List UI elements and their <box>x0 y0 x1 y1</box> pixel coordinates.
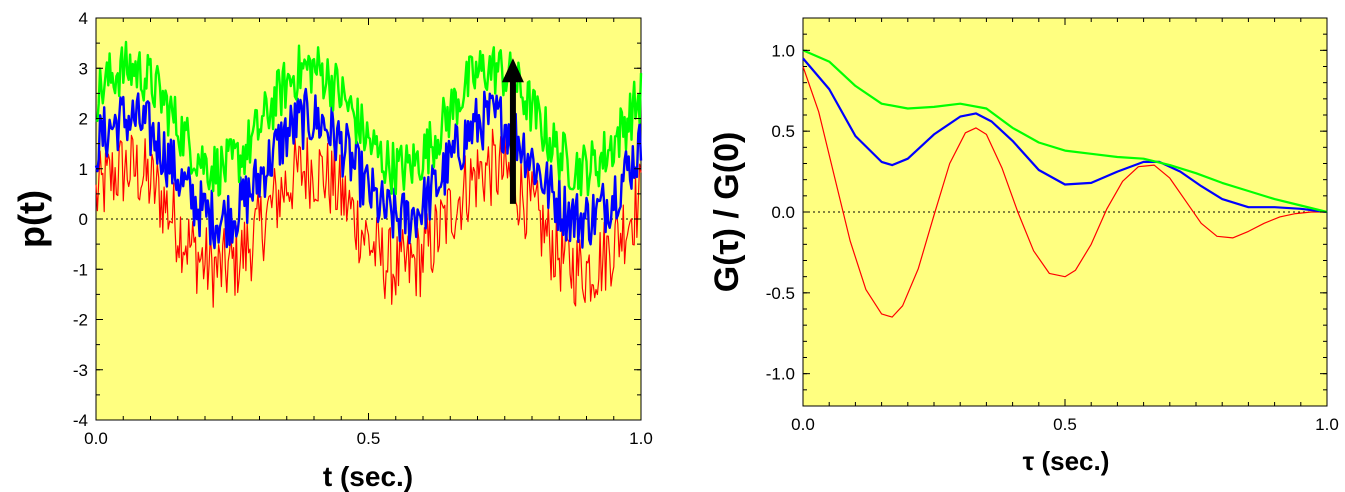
left-x-axis-title: t (sec.) <box>323 461 413 492</box>
left-y-axis-title: p(t) <box>11 190 52 248</box>
left-y-tick-label: -1 <box>73 260 88 279</box>
left-series-line <box>95 40 643 197</box>
right-y-tick-label: -0.5 <box>766 284 795 303</box>
right-series-line <box>802 57 1328 214</box>
left-y-tick-label: -4 <box>73 411 88 430</box>
left-series-line <box>95 128 642 308</box>
left-series-group <box>94 40 643 308</box>
left-y-tick-label: -2 <box>73 311 88 330</box>
left-y-tick-label: -3 <box>73 361 88 380</box>
right-x-tick-label: 0.0 <box>791 415 815 434</box>
right-x-axis-title: τ (sec.) <box>1023 446 1110 476</box>
right-series-line <box>802 49 1328 214</box>
left-x-tick-label: 0.0 <box>84 429 108 448</box>
arrow-head <box>501 58 524 83</box>
left-ticks-group: 0.0 0.5 1.0 4 3 2 1 0 -1 -2 -3 -4 <box>73 9 653 448</box>
right-y-axis-title: G(τ) / G(0) <box>708 132 746 293</box>
left-y-tick-label: 4 <box>79 9 88 28</box>
right-series-group <box>802 49 1328 318</box>
right-y-tick-label: -1.0 <box>766 365 795 384</box>
right-y-tick-label: 1.0 <box>771 41 795 60</box>
right-ticks-group: 0.0 0.5 1.0 1.0 0.5 0.0 -0.5 -1.0 <box>766 17 1339 434</box>
left-y-tick-label: 2 <box>79 110 88 129</box>
left-y-tick-label: 0 <box>79 210 88 229</box>
left-x-tick-label: 1.0 <box>629 429 653 448</box>
left-x-tick-label: 0.5 <box>357 429 381 448</box>
right-y-tick-label: 0.0 <box>771 203 795 222</box>
left-y-tick-label: 1 <box>79 160 88 179</box>
right-series-line <box>802 66 1327 318</box>
left-annotation-group <box>501 58 524 204</box>
right-x-tick-label: 0.5 <box>1053 415 1077 434</box>
left-series-line <box>94 87 643 250</box>
right-y-tick-label: 0.5 <box>771 122 795 141</box>
right-x-tick-label: 1.0 <box>1315 415 1339 434</box>
left-chart-panel: 0.0 0.5 1.0 4 3 2 1 0 -1 -2 -3 -4 t (sec.) p(t) <box>11 9 653 492</box>
left-y-tick-label: 3 <box>79 59 88 78</box>
right-chart-panel: 0.0 0.5 1.0 1.0 0.5 0.0 -0.5 -1.0 τ (sec.) G(τ)… <box>708 17 1339 476</box>
